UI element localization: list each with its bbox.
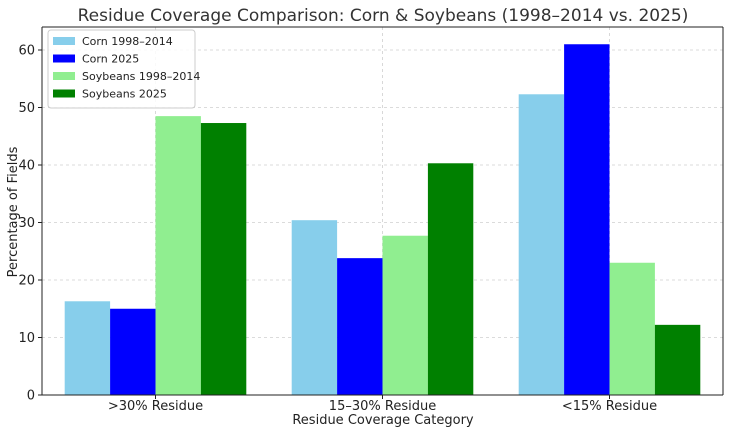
y-tick-label: 10	[18, 331, 35, 346]
legend-label: Soybeans 1998–2014	[82, 70, 200, 83]
y-tick-label: 0	[27, 389, 35, 404]
y-tick-label: 50	[18, 101, 35, 116]
legend-label: Corn 2025	[82, 53, 139, 66]
bar	[110, 308, 156, 395]
x-tick-label: 15–30% Residue	[329, 399, 436, 414]
bar	[564, 44, 610, 395]
legend-swatch	[53, 37, 75, 45]
bar	[609, 262, 655, 395]
chart-title: Residue Coverage Comparison: Corn & Soyb…	[78, 6, 689, 26]
bar	[382, 235, 428, 395]
x-tick-label: >30% Residue	[108, 399, 203, 414]
legend-swatch	[53, 72, 75, 80]
bar	[654, 324, 701, 395]
bar	[518, 94, 565, 396]
bar	[427, 163, 474, 395]
bar	[155, 116, 201, 395]
x-axis-label: Residue Coverage Category	[292, 413, 474, 428]
y-tick-label: 60	[18, 44, 35, 59]
legend: Corn 1998–2014 Corn 2025 Soybeans 1998–201…	[47, 29, 200, 109]
x-axis-ticks: >30% Residue 15–30% Residue <15% Residue	[108, 395, 657, 414]
legend-swatch	[53, 54, 75, 63]
y-axis-label: Percentage of Fields	[6, 146, 21, 277]
legend-frame	[47, 29, 196, 109]
legend-swatch	[53, 89, 75, 98]
y-tick-label: 20	[18, 274, 35, 289]
y-tick-label: 40	[18, 159, 35, 174]
bar	[291, 220, 338, 395]
x-tick-label: <15% Residue	[562, 399, 657, 414]
y-axis-ticks: 0 10 20 30 40 50 60	[18, 44, 42, 404]
y-tick-label: 30	[18, 216, 35, 231]
legend-label: Soybeans 2025	[82, 88, 167, 101]
bar	[200, 123, 247, 396]
legend-label: Corn 1998–2014	[82, 35, 173, 48]
bar	[64, 301, 111, 395]
bar	[337, 258, 383, 395]
bars	[64, 44, 701, 396]
